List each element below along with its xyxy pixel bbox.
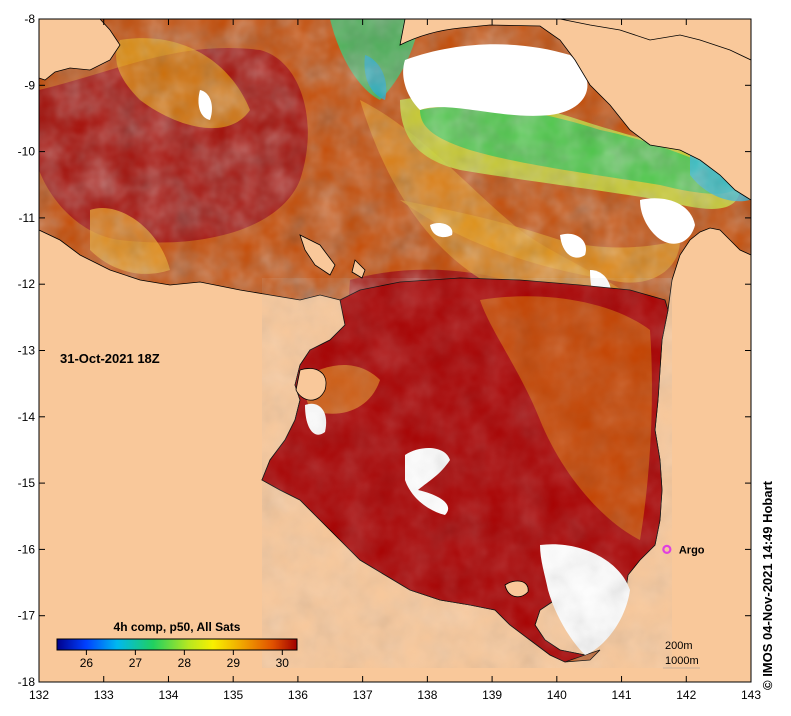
island-chain <box>299 234 336 276</box>
argo-float-marker: Argo <box>662 544 705 556</box>
lon-tick-label: 135 <box>223 688 243 702</box>
lon-tick-label: 137 <box>353 688 373 702</box>
colorbar-gradient <box>56 638 298 651</box>
longitude-axis: 132 133 134 135 136 137 138 139 140 141 142 143 <box>29 19 761 702</box>
lon-tick-label: 136 <box>288 688 308 702</box>
colorbar-title: 4h comp, p50, All Sats <box>114 620 241 634</box>
island-chain <box>351 259 366 279</box>
depth-legend-1000m: 1000m <box>665 655 699 667</box>
cloud-gap <box>198 90 212 120</box>
lon-tick-label: 141 <box>612 688 632 702</box>
lon-tick-label: 140 <box>547 688 567 702</box>
colorbar-ticks: 26 27 28 29 30 <box>80 650 290 670</box>
lat-tick-label: -17 <box>18 609 36 623</box>
lat-tick-label: -18 <box>18 675 36 689</box>
land-cape-york <box>399 19 751 201</box>
lon-tick-label: 133 <box>94 688 114 702</box>
lon-tick-label: 142 <box>676 688 696 702</box>
lat-tick-label: -12 <box>18 277 36 291</box>
date-label: 31-Oct-2021 18Z <box>60 351 160 366</box>
land-northeast <box>559 19 751 61</box>
cloud-gap <box>403 44 588 116</box>
cloud-gap <box>430 223 453 238</box>
lon-tick-label: 134 <box>158 688 178 702</box>
land-northwest <box>39 19 121 81</box>
credit-text: © IMOS 04-Nov-2021 14:49 Hobart <box>760 481 775 690</box>
lat-tick-label: -16 <box>18 542 36 556</box>
island-groote-eylandt <box>295 368 327 401</box>
plot-area <box>39 19 751 682</box>
colorbar-tick-label: 26 <box>80 656 94 670</box>
cloud-gap <box>640 198 695 244</box>
lon-tick-label: 139 <box>482 688 502 702</box>
lat-tick-label: -10 <box>18 145 36 159</box>
lon-tick-label: 143 <box>741 688 761 702</box>
lon-tick-label: 138 <box>417 688 437 702</box>
lat-tick-label: -11 <box>19 211 36 225</box>
colorbar-tick-label: 28 <box>178 656 192 670</box>
argo-label: Argo <box>679 544 705 556</box>
lat-tick-label: -13 <box>18 344 36 358</box>
colorbar: 4h comp, p50, All Sats 26 27 28 29 30 <box>56 620 298 670</box>
colorbar-tick-label: 27 <box>129 656 143 670</box>
lat-tick-label: -8 <box>24 12 35 26</box>
colorbar-tick-label: 30 <box>276 656 290 670</box>
latitude-axis: -8 -9 -10 -11 -12 -13 -14 -15 -16 -17 -18 <box>18 12 751 689</box>
cloud-gap <box>560 233 586 258</box>
lat-tick-label: -15 <box>18 476 36 490</box>
depth-legend-200m: 200m <box>665 640 693 652</box>
lat-tick-label: -14 <box>18 410 36 424</box>
lon-tick-label: 132 <box>29 688 49 702</box>
depth-legend: 200m 1000m <box>663 640 700 669</box>
colorbar-tick-label: 29 <box>227 656 241 670</box>
argo-icon <box>662 544 672 555</box>
lat-tick-label: -9 <box>24 78 35 92</box>
island-mornington <box>504 580 529 598</box>
